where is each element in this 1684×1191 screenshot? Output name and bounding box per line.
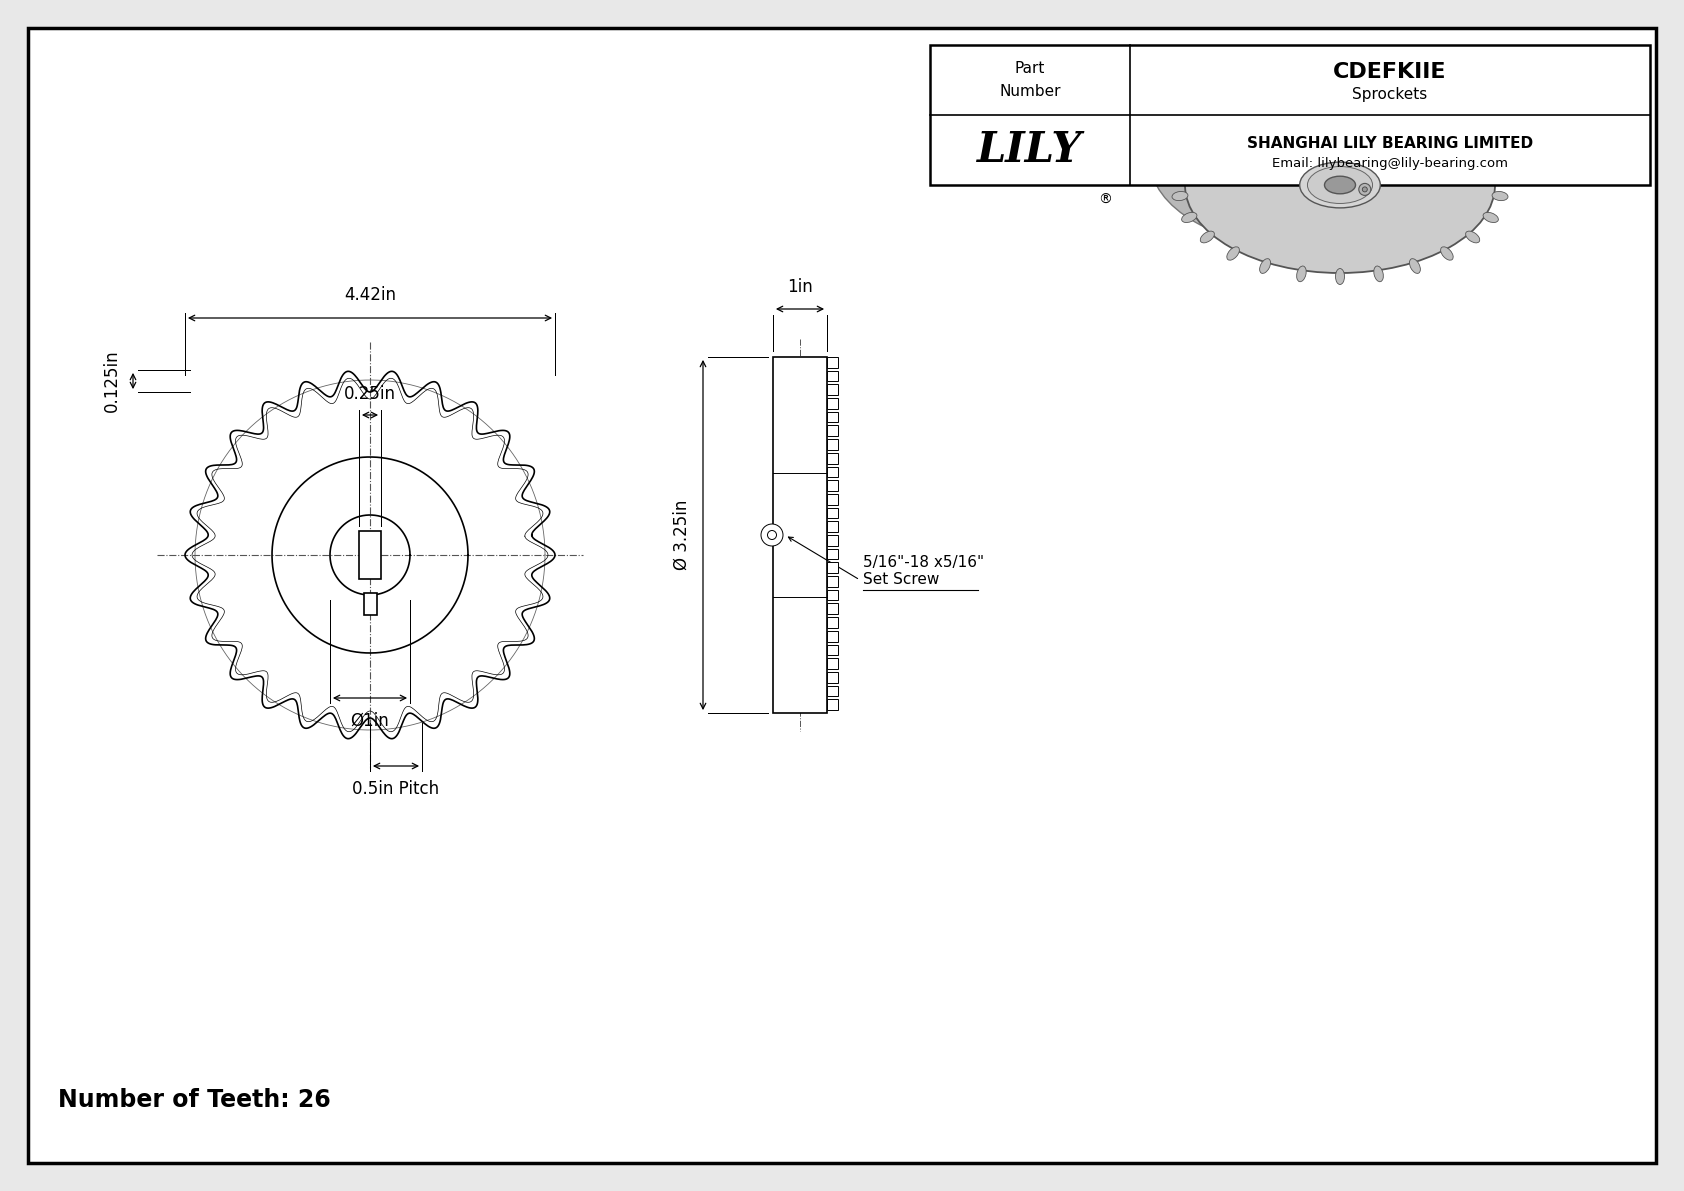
Ellipse shape — [1410, 258, 1420, 274]
Ellipse shape — [1374, 71, 1386, 87]
Text: 1in: 1in — [786, 278, 813, 297]
Text: 5/16"-18 x5/16": 5/16"-18 x5/16" — [862, 555, 983, 570]
Bar — [827, 644, 839, 655]
Text: Number of Teeth: 26: Number of Teeth: 26 — [57, 1089, 330, 1112]
Text: 0.125in: 0.125in — [103, 350, 121, 412]
Bar — [827, 385, 839, 395]
Ellipse shape — [1228, 247, 1239, 260]
Bar — [827, 370, 839, 381]
Ellipse shape — [1335, 268, 1344, 285]
Bar — [827, 357, 839, 368]
Text: ®: ® — [1098, 193, 1111, 207]
Bar — [827, 699, 839, 710]
Ellipse shape — [1492, 169, 1507, 179]
Ellipse shape — [1374, 266, 1383, 282]
Ellipse shape — [1465, 127, 1480, 139]
Ellipse shape — [1182, 212, 1197, 223]
Bar — [827, 494, 839, 505]
Circle shape — [768, 530, 776, 540]
Bar — [827, 480, 839, 491]
Ellipse shape — [1484, 148, 1499, 157]
Bar — [827, 467, 839, 478]
Text: Ø 3.25in: Ø 3.25in — [674, 500, 690, 570]
Bar — [827, 590, 839, 600]
Ellipse shape — [1165, 101, 1180, 114]
Ellipse shape — [1300, 162, 1381, 208]
Ellipse shape — [1440, 247, 1453, 260]
Ellipse shape — [1492, 192, 1507, 200]
Ellipse shape — [1172, 192, 1187, 200]
Ellipse shape — [1335, 86, 1344, 101]
Ellipse shape — [1339, 63, 1349, 80]
Ellipse shape — [1147, 121, 1162, 133]
Bar — [827, 453, 839, 463]
Text: SHANGHAI LILY BEARING LIMITED: SHANGHAI LILY BEARING LIMITED — [1246, 137, 1532, 151]
Bar — [827, 576, 839, 587]
Text: LILY: LILY — [977, 129, 1083, 172]
Ellipse shape — [1457, 144, 1474, 154]
Ellipse shape — [1260, 96, 1270, 111]
Bar — [773, 357, 827, 713]
Text: Email: lilybearing@lily-bearing.com: Email: lilybearing@lily-bearing.com — [1271, 157, 1507, 170]
Ellipse shape — [1297, 88, 1307, 104]
Ellipse shape — [1440, 110, 1453, 123]
Ellipse shape — [1150, 71, 1460, 248]
Circle shape — [761, 524, 783, 545]
Bar — [827, 562, 839, 573]
Ellipse shape — [1172, 169, 1187, 179]
Text: Set Screw: Set Screw — [862, 572, 940, 587]
Bar — [827, 412, 839, 423]
Bar — [827, 659, 839, 669]
Polygon shape — [1150, 160, 1495, 185]
Bar — [359, 531, 381, 579]
Bar — [827, 507, 839, 518]
Text: Ø1in: Ø1in — [350, 712, 389, 730]
Circle shape — [1359, 183, 1371, 195]
Ellipse shape — [1186, 96, 1495, 273]
Text: CDEFKIIE: CDEFKIIE — [1334, 62, 1447, 82]
Ellipse shape — [1224, 71, 1236, 87]
Bar — [827, 398, 839, 409]
Bar — [827, 522, 839, 532]
Ellipse shape — [1465, 231, 1480, 243]
Bar — [827, 425, 839, 436]
Ellipse shape — [1448, 121, 1463, 133]
Ellipse shape — [1201, 231, 1214, 243]
Ellipse shape — [1260, 258, 1270, 274]
Bar — [930, 45, 1650, 185]
Text: 0.25in: 0.25in — [344, 385, 396, 403]
Ellipse shape — [1182, 148, 1197, 157]
Ellipse shape — [1307, 167, 1372, 204]
Ellipse shape — [1430, 101, 1445, 114]
Bar — [827, 631, 839, 642]
Text: 4.42in: 4.42in — [344, 286, 396, 304]
Ellipse shape — [1484, 212, 1499, 223]
Bar — [364, 593, 377, 615]
Ellipse shape — [1228, 110, 1239, 123]
Text: Sprockets: Sprockets — [1352, 87, 1428, 101]
Bar — [827, 617, 839, 628]
Ellipse shape — [1410, 96, 1420, 111]
Ellipse shape — [1300, 60, 1310, 77]
Ellipse shape — [1261, 63, 1271, 80]
Bar — [827, 549, 839, 560]
Bar — [827, 672, 839, 682]
Ellipse shape — [1374, 88, 1383, 104]
Ellipse shape — [1201, 127, 1214, 139]
Bar — [827, 686, 839, 697]
Text: Part
Number: Part Number — [999, 62, 1061, 99]
Ellipse shape — [1137, 144, 1154, 154]
Bar — [827, 604, 839, 615]
Bar — [827, 535, 839, 545]
Circle shape — [1362, 187, 1367, 192]
Bar — [827, 439, 839, 450]
Ellipse shape — [1325, 176, 1356, 194]
Ellipse shape — [1404, 85, 1418, 99]
Ellipse shape — [1297, 266, 1307, 282]
Text: 0.5in Pitch: 0.5in Pitch — [352, 780, 440, 798]
Ellipse shape — [1191, 85, 1204, 99]
